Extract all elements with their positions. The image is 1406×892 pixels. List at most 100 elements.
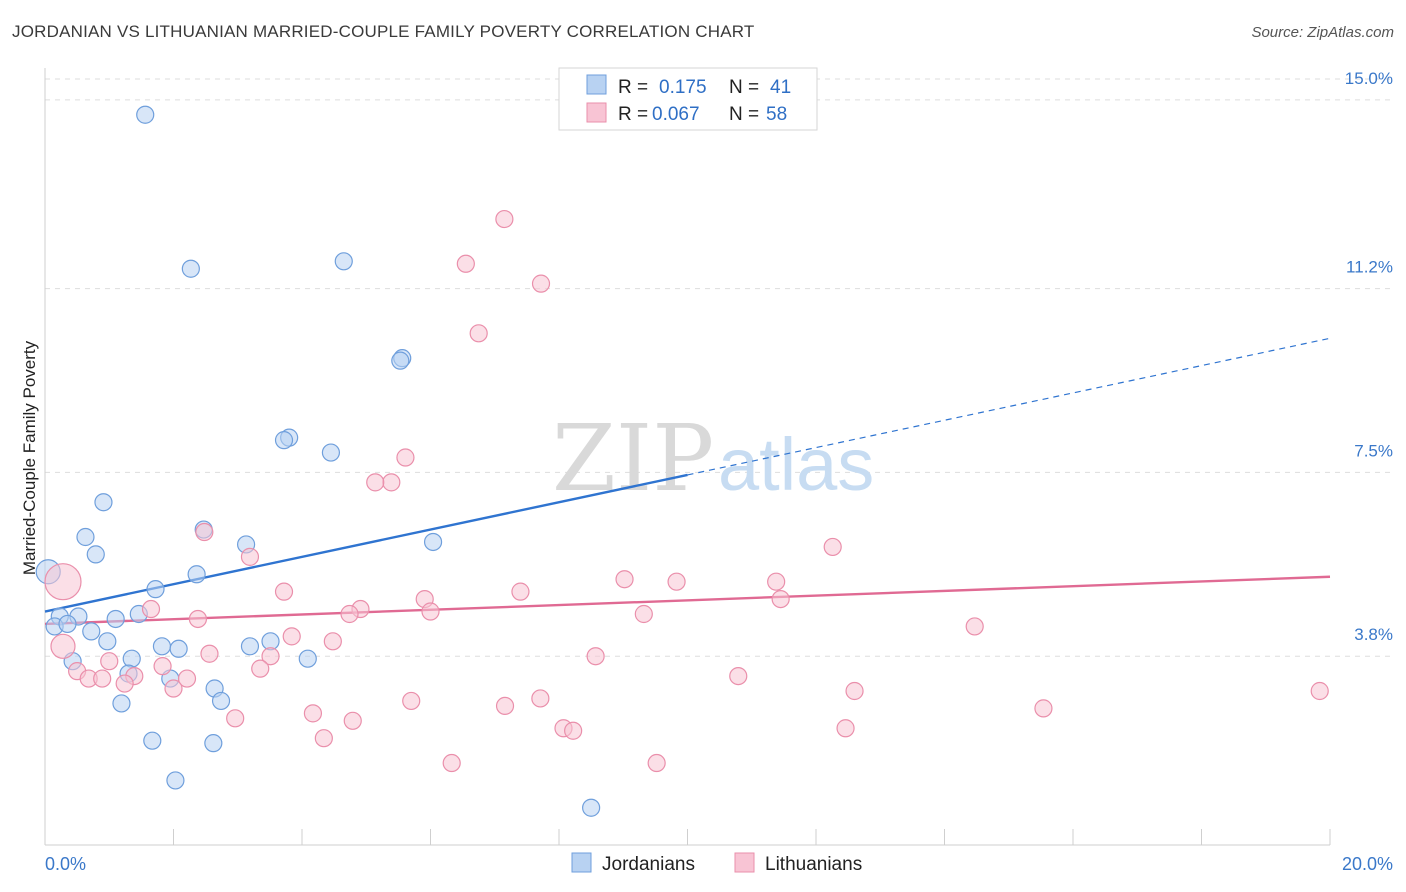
point-lithuanians — [456, 254, 475, 273]
point-lithuanians — [1310, 681, 1329, 701]
point-jordanians — [122, 649, 141, 668]
legend-n-value-2: 58 — [766, 104, 787, 125]
point-lithuanians — [729, 666, 748, 686]
y-tick-label: 3.8% — [1354, 625, 1393, 644]
point-lithuanians — [314, 729, 333, 748]
point-jordanians — [94, 493, 113, 512]
source-label: Source: ZipAtlas.com — [1251, 24, 1394, 41]
point-jordanians — [146, 580, 165, 599]
data-points — [35, 105, 1329, 817]
point-lithuanians — [100, 652, 119, 671]
point-lithuanians — [44, 563, 82, 601]
point-jordanians — [86, 545, 105, 564]
point-lithuanians — [177, 669, 197, 688]
point-lithuanians — [495, 209, 514, 229]
tick-labels: 3.8% 7.5% 11.2% 15.0% 0.0% 20.0% — [45, 69, 1393, 874]
point-jordanians — [136, 105, 155, 124]
point-lithuanians — [282, 627, 301, 646]
legend-swatch-jordanians — [586, 74, 607, 95]
point-lithuanians — [261, 647, 280, 666]
point-jordanians — [166, 771, 185, 790]
point-jordanians — [274, 431, 294, 450]
legend-r-value-2: 0.067 — [652, 104, 700, 125]
point-lithuanians — [767, 572, 786, 591]
x-tick-label: 20.0% — [1342, 854, 1393, 874]
legend-r-value-1: 0.175 — [659, 77, 707, 98]
point-lithuanians — [965, 617, 984, 636]
point-jordanians — [298, 649, 317, 668]
point-lithuanians — [240, 547, 260, 566]
point-jordanians — [98, 632, 117, 651]
point-lithuanians — [343, 711, 362, 730]
point-jordanians — [321, 443, 341, 462]
point-lithuanians — [402, 691, 421, 711]
point-lithuanians — [836, 719, 855, 738]
point-jordanians — [391, 351, 410, 370]
point-lithuanians — [615, 570, 634, 589]
point-lithuanians — [531, 689, 550, 708]
point-lithuanians — [667, 572, 686, 591]
watermark-zip: ZIP — [552, 405, 714, 512]
chart-title: JORDANIAN VS LITHUANIAN MARRIED-COUPLE F… — [12, 22, 755, 41]
bottom-legend: Jordanians Lithuanians — [571, 852, 862, 875]
y-axis-label: Married-Couple Family Poverty — [20, 340, 39, 575]
point-jordanians — [582, 798, 601, 817]
point-lithuanians — [845, 681, 864, 701]
point-jordanians — [187, 565, 206, 584]
point-lithuanians — [188, 609, 208, 629]
point-lithuanians — [164, 679, 183, 698]
legend-box: R = 0.175 N = 41 R = 0.067 N = 58 — [558, 67, 818, 131]
point-lithuanians — [531, 274, 551, 293]
point-lithuanians — [323, 632, 342, 651]
bottom-legend-label-lithuanians: Lithuanians — [765, 854, 862, 875]
trend-line-jordanians — [44, 473, 688, 613]
axes — [44, 68, 1331, 846]
legend-n-label-2: N = — [729, 104, 759, 125]
point-lithuanians — [50, 633, 76, 659]
point-jordanians — [240, 637, 260, 656]
point-lithuanians — [396, 448, 415, 467]
legend-swatch-lithuanians — [586, 102, 607, 123]
legend-r-label-2: R = — [618, 104, 648, 125]
watermark: ZIP atlas — [552, 405, 874, 512]
point-lithuanians — [366, 473, 385, 492]
x-tick-label: 0.0% — [45, 854, 86, 874]
point-lithuanians — [564, 721, 583, 740]
point-lithuanians — [141, 599, 161, 619]
y-tick-label: 11.2% — [1346, 258, 1393, 277]
point-jordanians — [211, 691, 231, 711]
point-lithuanians — [442, 753, 461, 773]
point-jordanians — [423, 532, 443, 552]
point-lithuanians — [511, 582, 530, 601]
point-jordanians — [334, 252, 353, 271]
point-jordanians — [76, 527, 95, 547]
y-tick-label: 15.0% — [1345, 69, 1393, 88]
point-lithuanians — [340, 604, 359, 624]
watermark-atlas: atlas — [718, 423, 874, 506]
point-jordanians — [106, 609, 125, 629]
point-lithuanians — [495, 696, 515, 716]
point-jordanians — [181, 259, 200, 278]
point-lithuanians — [586, 647, 605, 666]
point-lithuanians — [421, 602, 440, 621]
point-lithuanians — [1034, 699, 1053, 718]
point-lithuanians — [469, 324, 488, 343]
bottom-legend-label-jordanians: Jordanians — [602, 854, 695, 875]
point-jordanians — [58, 614, 77, 634]
point-lithuanians — [115, 674, 134, 693]
point-lithuanians — [274, 582, 294, 601]
point-lithuanians — [251, 659, 270, 678]
trend-line-lithuanians — [44, 575, 1331, 626]
point-lithuanians — [93, 669, 112, 688]
bottom-legend-swatch-jordanians — [571, 852, 592, 873]
legend-r-label-1: R = — [618, 77, 648, 98]
point-lithuanians — [634, 604, 653, 624]
point-lithuanians — [647, 753, 666, 773]
point-lithuanians — [153, 657, 172, 676]
trend-line-jordanians-extension — [687, 337, 1331, 476]
point-jordanians — [169, 639, 188, 658]
point-jordanians — [143, 731, 162, 750]
point-lithuanians — [823, 537, 842, 557]
legend-n-label-1: N = — [729, 77, 759, 98]
point-lithuanians — [195, 522, 214, 542]
